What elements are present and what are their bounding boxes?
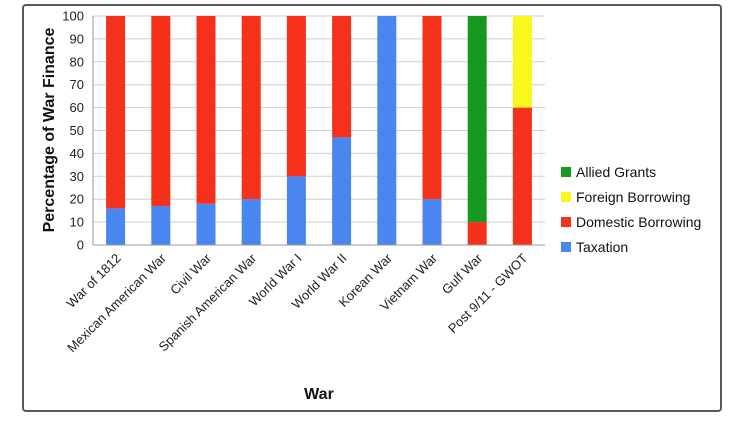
x-axis-title: War [304, 386, 334, 403]
bar-segment-taxation [377, 16, 397, 245]
y-tick-label: 90 [70, 31, 84, 46]
y-tick-label: 30 [70, 169, 84, 184]
legend: Allied Grants Foreign Borrowing Domestic B… [561, 164, 701, 255]
y-tick-label: 50 [70, 123, 84, 138]
x-tick-label: Gulf War [439, 250, 486, 297]
bar-segment-allied-grants [467, 16, 487, 223]
x-tick-label: Post 9/11 - GWOT [445, 250, 531, 336]
y-tick-label: 0 [77, 238, 84, 253]
legend-label: Domestic Borrowing [576, 214, 701, 230]
bar-segment-taxation [151, 206, 171, 245]
bar-segment-domestic-borrowing [467, 222, 487, 245]
y-tick-label: 60 [70, 100, 84, 115]
bar-segment-taxation [422, 199, 442, 245]
y-tick-label: 10 [70, 215, 84, 230]
legend-label: Taxation [576, 239, 628, 255]
y-axis-title: Percentage of War Finance [41, 28, 58, 233]
bar-segment-taxation [241, 199, 261, 245]
y-tick-label: 100 [62, 9, 84, 24]
bar-segment-domestic-borrowing [241, 16, 261, 200]
bar-segment-taxation [332, 137, 352, 245]
legend-swatch [561, 192, 571, 202]
legend-swatch [561, 167, 571, 177]
legend-swatch [561, 242, 571, 252]
bars [106, 16, 532, 245]
legend-swatch [561, 217, 571, 227]
bar-segment-taxation [106, 208, 126, 245]
y-tick-labels: 0 10 20 30 40 50 60 70 80 90 100 [62, 9, 84, 253]
bar-segment-domestic-borrowing [422, 16, 442, 200]
bar-segment-domestic-borrowing [332, 16, 352, 138]
bar-segment-domestic-borrowing [106, 16, 126, 209]
y-tick-label: 20 [70, 192, 84, 207]
bar-segment-domestic-borrowing [196, 16, 216, 204]
y-tick-label: 40 [70, 146, 84, 161]
bar-segment-taxation [286, 176, 306, 245]
bar-segment-foreign-borrowing [512, 16, 532, 108]
legend-label: Foreign Borrowing [576, 189, 690, 205]
y-tick-label: 80 [70, 54, 84, 69]
bar-segment-domestic-borrowing [512, 107, 532, 245]
legend-label: Allied Grants [576, 164, 656, 180]
bar-segment-domestic-borrowing [151, 16, 171, 207]
bar-segment-taxation [196, 203, 216, 245]
y-tick-label: 70 [70, 77, 84, 92]
chart-frame [22, 4, 722, 412]
bar-segment-domestic-borrowing [286, 16, 306, 177]
